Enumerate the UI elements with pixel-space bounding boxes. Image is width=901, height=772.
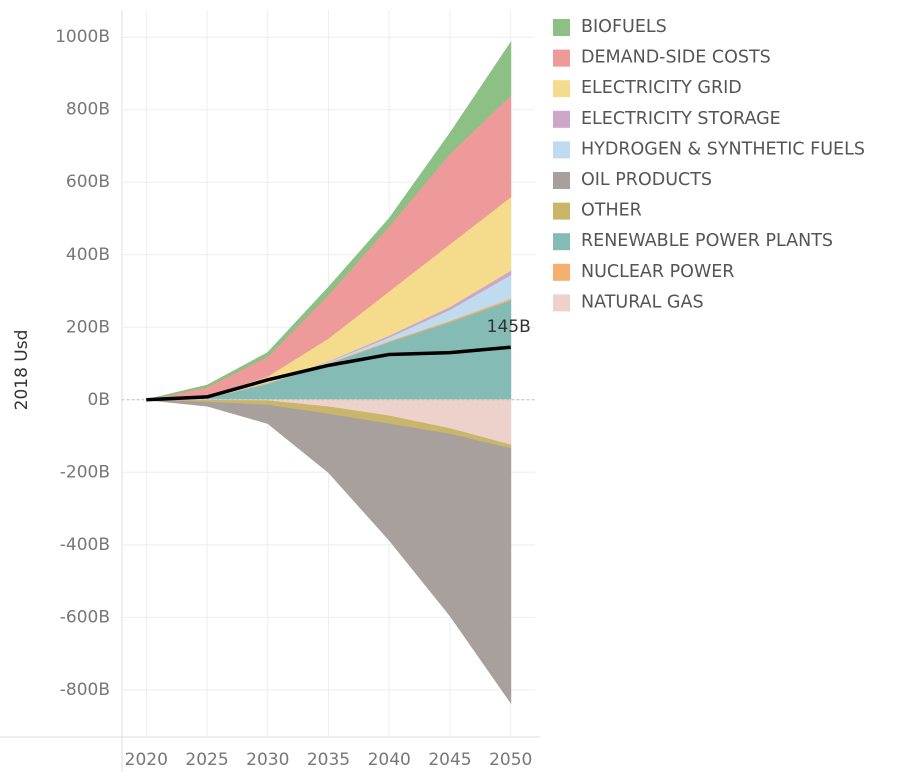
legend-swatch — [553, 80, 570, 98]
legend-swatch — [553, 49, 570, 67]
legend-swatch — [553, 202, 570, 220]
y-tick-label: -400B — [60, 535, 110, 555]
legend-swatch — [553, 19, 570, 36]
y-tick-label: -800B — [60, 680, 110, 700]
legend-swatch — [553, 233, 570, 251]
net-label: 145B — [487, 317, 531, 337]
x-tick-label: 2035 — [307, 750, 350, 770]
y-tick-label: 200B — [66, 317, 110, 337]
legend-label: HYDROGEN & SYNTHETIC FUELS — [581, 139, 865, 159]
area — [146, 399, 512, 705]
legend-swatch — [553, 141, 570, 159]
legend-label: NUCLEAR POWER — [581, 262, 734, 282]
y-axis-title: 2018 Usd — [12, 330, 32, 411]
legend-label: DEMAND-SIDE COSTS — [581, 48, 771, 68]
legend-swatch — [553, 294, 570, 312]
y-tick-label: 400B — [66, 245, 110, 265]
legend-label: BIOFUELS — [581, 17, 667, 37]
x-tick-label: 2040 — [368, 750, 411, 770]
y-tick-label: 800B — [66, 100, 110, 120]
legend-swatch — [553, 172, 570, 189]
area — [146, 40, 512, 401]
legend-swatch — [553, 110, 570, 128]
y-tick-label: 1000B — [55, 27, 110, 47]
y-tick-label: 600B — [66, 172, 110, 192]
x-tick-label: 2020 — [125, 750, 168, 770]
x-tick-label: 2045 — [428, 750, 471, 770]
legend-label: OTHER — [581, 201, 642, 221]
legend-label: ELECTRICITY GRID — [581, 78, 742, 98]
legend-label: ELECTRICITY STORAGE — [581, 109, 781, 129]
legend-label: NATURAL GAS — [581, 292, 704, 312]
x-tick-label: 2050 — [489, 750, 532, 770]
legend-swatch — [553, 263, 570, 281]
y-tick-label: 0B — [88, 390, 110, 410]
x-tick-label: 2030 — [246, 750, 289, 770]
net-line — [146, 345, 511, 402]
y-tick-label: -600B — [60, 607, 110, 627]
legend-label: RENEWABLE POWER PLANTS — [581, 231, 833, 251]
legend-label: OIL PRODUCTS — [581, 170, 712, 190]
x-tick-label: 2025 — [185, 750, 228, 770]
y-tick-label: -200B — [60, 462, 110, 482]
